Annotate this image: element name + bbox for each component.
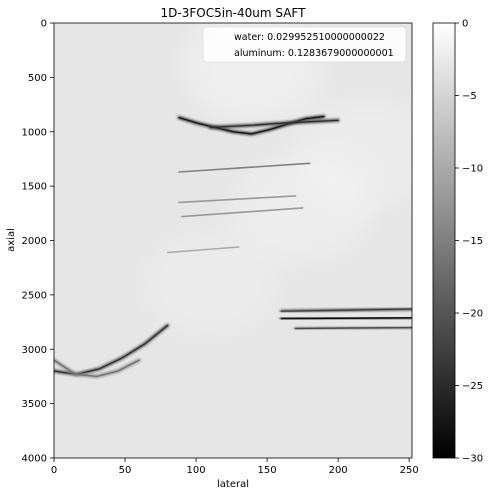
heatmap-haze [140, 23, 412, 339]
x-tick-label: 250 [400, 465, 419, 476]
legend-box [202, 26, 407, 63]
colorbar-tick-label: −20 [462, 309, 483, 320]
heatmap-features [54, 115, 412, 378]
legend-entry-water: water: 0.029952510000000022 [234, 32, 385, 43]
legend: water: 0.029952510000000022 aluminum: 0.… [202, 26, 407, 63]
y-tick-label: 1000 [22, 127, 47, 138]
colorbar-gradient [432, 22, 456, 459]
streak-4 [181, 207, 304, 218]
echo-band-core-8 [294, 326, 412, 330]
chart-title: 1D-3FOC5in-40um SAFT [161, 6, 307, 20]
echo-band-core-7 [280, 317, 412, 320]
colorbar-ticks: 0 −5 −10 −15 −20 −25 −30 [455, 19, 483, 465]
y-tick-label: 2500 [22, 290, 47, 301]
heatmap-plot [54, 23, 412, 458]
colorbar-tick-label: −5 [462, 91, 477, 102]
haze-blob [296, 98, 412, 209]
y-tick-label: 3500 [22, 399, 47, 410]
x-tick-label: 150 [258, 465, 277, 476]
y-axis-label: axial [6, 228, 17, 252]
colorbar-tick-label: −10 [462, 164, 483, 175]
y-tick-label: 500 [28, 73, 47, 84]
colorbar-tick-label: −15 [462, 236, 483, 247]
x-axis-ticks: 0 50 100 150 200 250 [51, 458, 419, 476]
streak-2 [178, 162, 311, 173]
x-tick-label: 100 [187, 465, 206, 476]
echo-band-core-10 [54, 359, 140, 378]
colorbar-tick-label: −30 [462, 454, 483, 465]
y-tick-label: 4000 [22, 454, 47, 465]
y-tick-label: 2000 [22, 236, 47, 247]
colorbar: 0 −5 −10 −15 −20 −25 −30 [432, 19, 483, 465]
x-tick-label: 0 [51, 465, 57, 476]
y-tick-label: 3000 [22, 345, 47, 356]
streak-5 [166, 246, 240, 254]
y-tick-label: 0 [41, 19, 47, 30]
echo-band-core-0 [178, 115, 325, 135]
y-tick-label: 1500 [22, 182, 47, 193]
x-tick-label: 50 [119, 465, 132, 476]
streak-3 [178, 195, 297, 204]
haze-blob [140, 229, 281, 339]
colorbar-tick-label: −25 [462, 381, 483, 392]
colorbar-tick-label: 0 [462, 19, 468, 30]
echo-band-core-6 [280, 308, 412, 312]
x-tick-label: 200 [329, 465, 348, 476]
x-axis-label: lateral [217, 479, 249, 490]
y-axis-ticks: 0 500 1000 1500 2000 2500 3000 3500 4000 [22, 19, 54, 465]
legend-entry-aluminum: aluminum: 0.1283679000000001 [234, 48, 394, 59]
echo-band-core-1 [209, 119, 339, 129]
